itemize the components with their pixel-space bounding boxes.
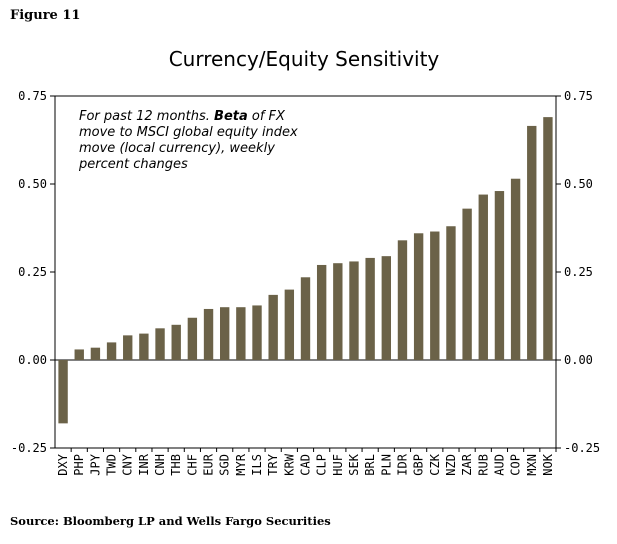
chart-title: Currency/Equity Sensitivity — [169, 47, 440, 71]
bar-cnh — [155, 328, 165, 360]
category-label: MXN — [525, 454, 539, 476]
bar-twd — [106, 342, 117, 360]
bar-chf — [187, 317, 198, 360]
category-label: NOK — [541, 453, 555, 475]
category-label: JPY — [88, 453, 102, 475]
annotation-line-4: percent changes — [78, 157, 188, 172]
category-label: THB — [169, 454, 183, 476]
bar-thb — [171, 324, 181, 360]
y-tick-label-right: 0.75 — [564, 89, 593, 103]
category-label: HUF — [331, 454, 345, 476]
bars — [58, 117, 553, 424]
category-label: MYR — [234, 453, 248, 475]
category-label: PHP — [72, 454, 86, 476]
bar-sek — [349, 261, 359, 360]
category-label: IDR — [395, 453, 409, 475]
category-label: CNH — [153, 454, 167, 476]
category-label: BRL — [363, 454, 377, 476]
bar-php — [74, 349, 84, 360]
bar-idr — [397, 240, 408, 360]
category-label: SGD — [218, 454, 232, 476]
category-label: EUR — [202, 453, 216, 475]
bar-krw — [284, 289, 295, 360]
category-label: TWD — [105, 454, 119, 476]
y-tick-label-right: -0.25 — [564, 441, 600, 455]
bar-cny — [123, 335, 133, 360]
y-tick-label-left: 0.50 — [18, 177, 47, 191]
category-label: ILS — [250, 454, 264, 476]
bar-czk — [430, 231, 440, 360]
bar-inr — [139, 333, 149, 360]
bar-clp — [316, 264, 327, 360]
bar-cop — [510, 178, 521, 360]
y-tick-label-left: 0.00 — [18, 353, 47, 367]
y-tick-label-left: 0.25 — [18, 265, 47, 279]
bar-huf — [333, 263, 343, 360]
bar-rub — [478, 194, 488, 360]
category-label: GBP — [412, 454, 426, 476]
y-tick-label-left: -0.25 — [11, 441, 47, 455]
category-label: COP — [509, 454, 523, 476]
bar-sgd — [220, 307, 230, 360]
bar-aud — [494, 191, 505, 360]
bar-zar — [462, 208, 472, 360]
bar-brl — [365, 257, 375, 360]
category-label: CAD — [299, 454, 313, 476]
bar-try — [268, 294, 278, 360]
bar-dxy — [58, 360, 68, 424]
bar-pln — [381, 256, 391, 360]
category-label: AUD — [492, 454, 506, 476]
bar-nzd — [446, 226, 456, 360]
category-label: KRW — [282, 453, 296, 475]
category-label: PLN — [379, 454, 393, 476]
category-label: CZK — [428, 453, 442, 475]
category-label: SEK — [347, 453, 361, 475]
category-label: ZAR — [460, 453, 474, 475]
annotation-line-1: For past 12 months. Beta of FX — [79, 109, 286, 124]
y-tick-label-right: 0.00 — [564, 353, 593, 367]
axes: 0.75 0.75 0.50 0.50 0.25 0.25 0.00 0.00 -0.25 -0.… — [11, 89, 600, 455]
figure-label: Figure 11 — [10, 8, 81, 23]
bar-gbp — [413, 233, 424, 360]
chart-annotation: For past 12 months. Beta of FX move to M… — [78, 109, 298, 172]
bar-cad — [300, 277, 311, 360]
source-note: Source: Bloomberg LP and Wells Fargo Sec… — [10, 514, 331, 528]
bar-myr — [236, 307, 246, 360]
category-label: CNY — [121, 453, 135, 475]
bar-eur — [203, 308, 214, 360]
annotation-line-2: move to MSCI global equity index — [79, 125, 298, 140]
category-label: CHF — [185, 454, 199, 476]
annotation-line-3: move (local currency), weekly — [79, 141, 275, 156]
category-label: CLP — [315, 454, 329, 476]
y-tick-label-left: 0.75 — [18, 89, 47, 103]
y-tick-label-right: 0.25 — [564, 265, 593, 279]
bar-nok — [543, 117, 553, 361]
category-label: TRY — [266, 453, 280, 475]
bar-jpy — [90, 347, 101, 360]
bar-mxn — [527, 125, 537, 360]
category-label: INR — [137, 453, 151, 475]
category-label: RUB — [476, 454, 490, 476]
category-label: DXY — [56, 453, 70, 475]
y-tick-label-right: 0.50 — [564, 177, 593, 191]
category-label: NZD — [444, 454, 458, 476]
bar-ils — [252, 305, 262, 360]
category-labels: DXY PHP JPY TWD CNY INR CNH THB CHF EUR SGD MYR ILS T… — [56, 453, 555, 475]
